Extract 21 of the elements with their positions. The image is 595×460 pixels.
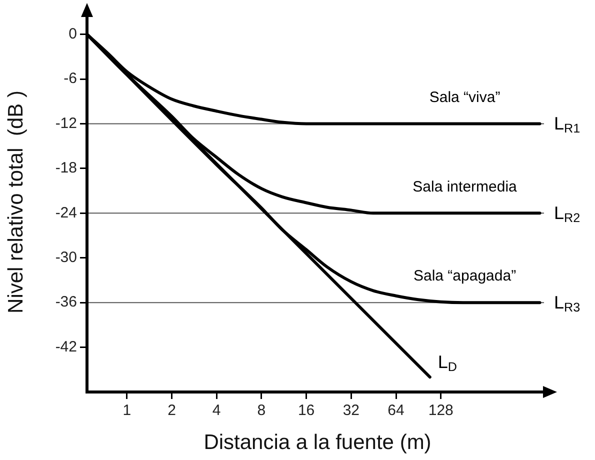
series-label: Sala intermedia bbox=[412, 178, 518, 196]
y-axis-title: Nivel relativo total (dB ) bbox=[4, 90, 28, 314]
y-tick-label: 0 bbox=[68, 25, 77, 42]
x-tick-label: 32 bbox=[342, 402, 360, 420]
x-tick-label: 8 bbox=[257, 402, 266, 420]
x-tick-label: 2 bbox=[168, 402, 176, 420]
x-tick-label: 128 bbox=[428, 402, 454, 420]
y-tick-label: -30 bbox=[55, 249, 77, 266]
y-tick-label: -12 bbox=[55, 114, 77, 132]
x-axis-title: Distancia a la fuente (m) bbox=[204, 431, 432, 454]
y-tick-label: -42 bbox=[55, 338, 77, 356]
series-label: Sala “viva” bbox=[429, 88, 500, 106]
x-tick-label: 1 bbox=[122, 402, 132, 420]
x-tick-label: 64 bbox=[388, 402, 404, 420]
x-tick-label: 16 bbox=[298, 402, 315, 420]
x-tick-label: 4 bbox=[212, 402, 221, 420]
y-tick-label: -6 bbox=[64, 70, 77, 88]
y-tick-label: -24 bbox=[55, 204, 77, 222]
y-tick-label: -18 bbox=[55, 160, 77, 177]
y-tick-label: -36 bbox=[55, 294, 77, 311]
series-label: Sala “apagada” bbox=[413, 268, 516, 285]
